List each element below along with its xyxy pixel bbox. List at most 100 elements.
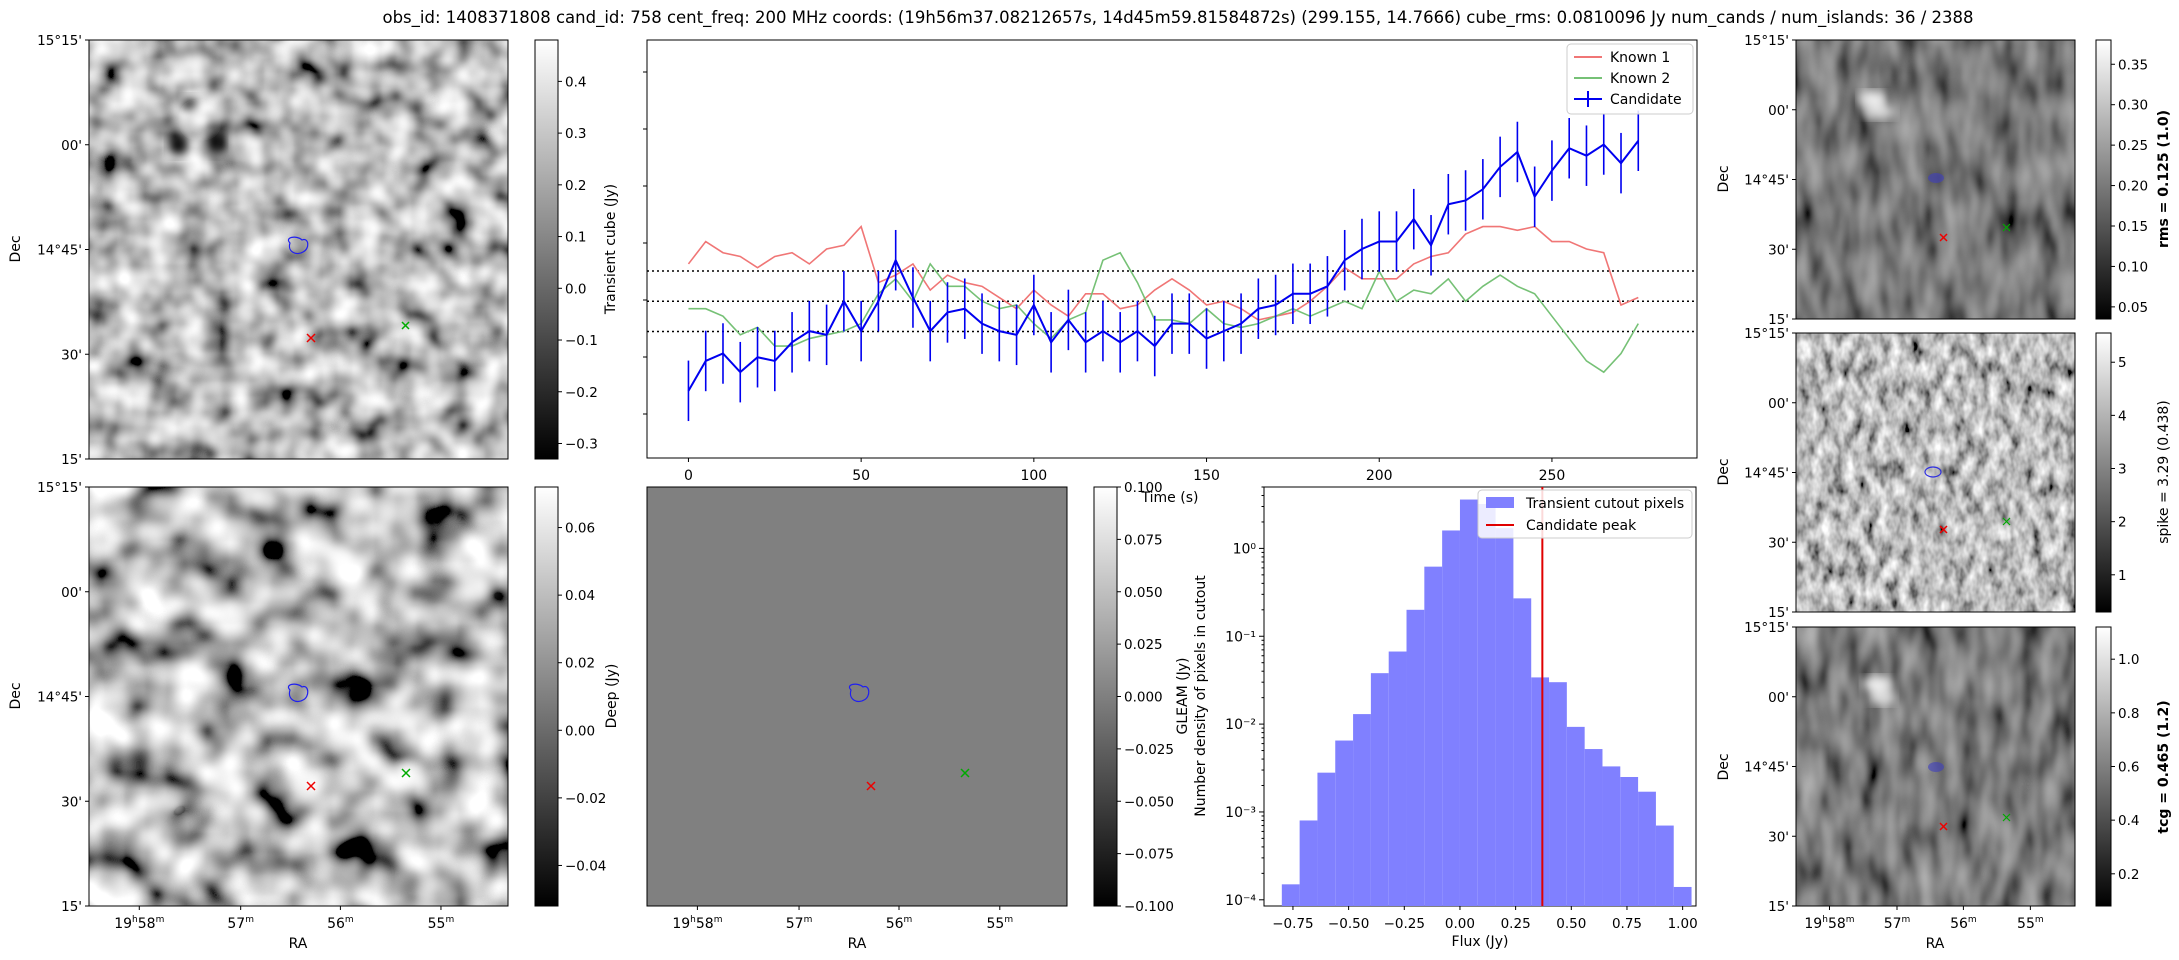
- x-tick-label: 0.75: [1612, 916, 1642, 932]
- dec-tick-label: 30': [1768, 535, 1789, 551]
- colorbar-tick-label: 0.075: [1124, 532, 1163, 548]
- histogram-bar: [1459, 499, 1478, 906]
- ra-tick-label: 19h58m: [1804, 915, 1854, 932]
- x-tick-label: 100: [1020, 468, 1047, 484]
- histogram-bar: [1566, 726, 1585, 906]
- known-source-marker: [401, 321, 410, 330]
- colorbar-tick-label: 0.4: [2118, 813, 2139, 829]
- legend-known2: Known 2: [1610, 71, 1670, 87]
- dec-tick-label: 14°45': [1744, 466, 1789, 482]
- histogram-bar: [1406, 609, 1425, 906]
- dec-tick-label: 14°45': [37, 243, 82, 259]
- colorbar-tick-label: 0.06: [565, 521, 595, 537]
- colorbar-tick-label: −0.100: [1124, 899, 1174, 915]
- lightcurve-y-axis: [643, 71, 647, 415]
- colorbar-tick-label: −0.04: [565, 858, 606, 874]
- colorbar-tick-label: 0.8: [2118, 706, 2139, 722]
- dec-tick-label: 15': [1768, 312, 1789, 328]
- known-source-marker: [960, 768, 970, 778]
- colorbar-tick-label: −0.075: [1124, 847, 1174, 863]
- dec-tick-label: 15°15': [1744, 326, 1789, 342]
- x-tick-label: 250: [1539, 468, 1566, 484]
- deep-image-panel: 15°15' 00' 14°45' 30' 15' Dec 19h58m 57m 56m 55…: [8, 480, 509, 952]
- ra-tick-label: 57m: [1884, 915, 1911, 932]
- deep-cb-label: Deep (Jy): [604, 664, 620, 729]
- histogram-panel: −0.75 −0.50 −0.25 0.00 0.25 0.50 0.75 1.00 10⁰ 10…: [1193, 486, 1698, 950]
- lightcurve-x-axis: 0 50 100 150 200 250: [684, 458, 1565, 484]
- colorbar-tick-label: 0.05: [2118, 300, 2148, 316]
- ra-tick-label: 57m: [786, 915, 813, 932]
- spike-image-panel: 15°15' 00' 14°45' 30' 15' Dec: [1716, 326, 2076, 621]
- histogram-axes: −0.75 −0.50 −0.25 0.00 0.25 0.50 0.75 1.00 10⁰ 10…: [1225, 486, 1698, 932]
- dec-tick-label: 15°15': [37, 480, 82, 496]
- lightcurve-xlabel: Time (s): [1141, 490, 1199, 506]
- histogram-bar: [1549, 682, 1567, 906]
- legend-hist: Transient cutout pixels: [1525, 496, 1684, 512]
- histogram-bar: [1477, 504, 1496, 906]
- histogram-bar: [1388, 651, 1407, 906]
- dec-tick-label: 15': [61, 452, 82, 468]
- dec-tick-label: 30': [61, 347, 82, 363]
- lightcurve-panel: 0 50 100 150 200 250 Time (s) Known 1 Known 2…: [643, 39, 1698, 506]
- x-tick-label: −0.75: [1272, 916, 1313, 932]
- legend-candidate: Candidate: [1610, 92, 1682, 108]
- histogram-bar: [1584, 749, 1603, 906]
- histogram-bar: [1335, 740, 1354, 906]
- colorbar-tick-label: 0.6: [2118, 760, 2139, 776]
- series-known-1: [687, 225, 1639, 321]
- histogram-xlabel: Flux (Jy): [1452, 934, 1509, 950]
- histogram-bar: [1353, 714, 1371, 906]
- candidate-marker: [866, 781, 876, 791]
- colorbar-tick-label: 5: [2118, 355, 2127, 371]
- island-contour: [287, 683, 309, 703]
- y-tick-label: 10⁻¹: [1225, 629, 1256, 645]
- x-tick-label: 50: [852, 468, 870, 484]
- x-tick-label: 1.00: [1668, 916, 1698, 932]
- histogram-bar: [1673, 886, 1692, 906]
- series-known-2: [688, 251, 1639, 374]
- histogram-bars: [1281, 487, 1692, 906]
- colorbar-tick-label: 0.00: [565, 723, 595, 739]
- colorbar-tick-label: 1: [2118, 568, 2127, 584]
- spike-colorbar: 5 4 3 2 1 spike = 3.29 (0.438): [2095, 332, 2172, 613]
- deep-colorbar: 0.06 0.04 0.02 0.00 −0.02 −0.04 Deep (Jy): [534, 486, 620, 907]
- histogram-bar: [1281, 884, 1300, 906]
- dec-label: Dec: [1716, 458, 1732, 485]
- dec-tick-label: 00': [1768, 103, 1789, 119]
- colorbar-tick-label: 0.04: [565, 588, 595, 604]
- transient-bright-source: [169, 98, 223, 155]
- dec-tick-label: 15': [61, 899, 82, 915]
- known-source-marker: [2002, 223, 2011, 232]
- rms-image-panel: 15°15' 00' 14°45' 30' 15' Dec: [1716, 33, 2076, 328]
- candidate-marker: [1939, 822, 1948, 831]
- y-tick-label: 10⁻⁴: [1225, 893, 1256, 909]
- histogram-bar: [1620, 776, 1639, 906]
- dec-label: Dec: [1716, 165, 1732, 192]
- colorbar-tick-label: 1.0: [2118, 652, 2139, 668]
- known-source-marker: [2002, 517, 2011, 526]
- histogram-bar: [1531, 677, 1550, 906]
- gleam-cb-label: GLEAM (Jy): [1175, 658, 1191, 735]
- histogram-legend: Transient cutout pixels Candidate peak: [1477, 489, 1693, 539]
- dec-tick-label: 00': [61, 138, 82, 154]
- rms-cb-label: rms = 0.125 (1.0): [2156, 110, 2172, 248]
- colorbar-tick-label: 0.000: [1124, 690, 1163, 706]
- colorbar-tick-label: 0.10: [2118, 259, 2148, 275]
- dec-tick-label: 30': [1768, 829, 1789, 845]
- histogram-bar: [1602, 766, 1621, 906]
- gleam-colorbar: 0.100 0.075 0.050 0.025 0.000 −0.025 −0.050 −0.…: [1093, 480, 1191, 915]
- ra-label: RA: [848, 936, 867, 952]
- ra-tick-label: 55m: [428, 915, 455, 932]
- colorbar-tick-label: 0.100: [1124, 480, 1163, 496]
- histogram-bar: [1424, 566, 1443, 906]
- ra-tick-label: 19h58m: [672, 915, 722, 932]
- island-contour: [1928, 762, 1944, 772]
- colorbar-tick-label: −0.1: [565, 333, 598, 349]
- ra-tick-label: 55m: [986, 915, 1013, 932]
- colorbar-tick-label: 3: [2118, 462, 2127, 478]
- colorbar-tick-label: 0.02: [565, 656, 595, 672]
- colorbar-tick-label: 0.1: [565, 230, 586, 246]
- x-tick-label: 0.25: [1501, 916, 1531, 932]
- colorbar-tick-label: 4: [2118, 408, 2127, 424]
- island-contour: [848, 683, 870, 703]
